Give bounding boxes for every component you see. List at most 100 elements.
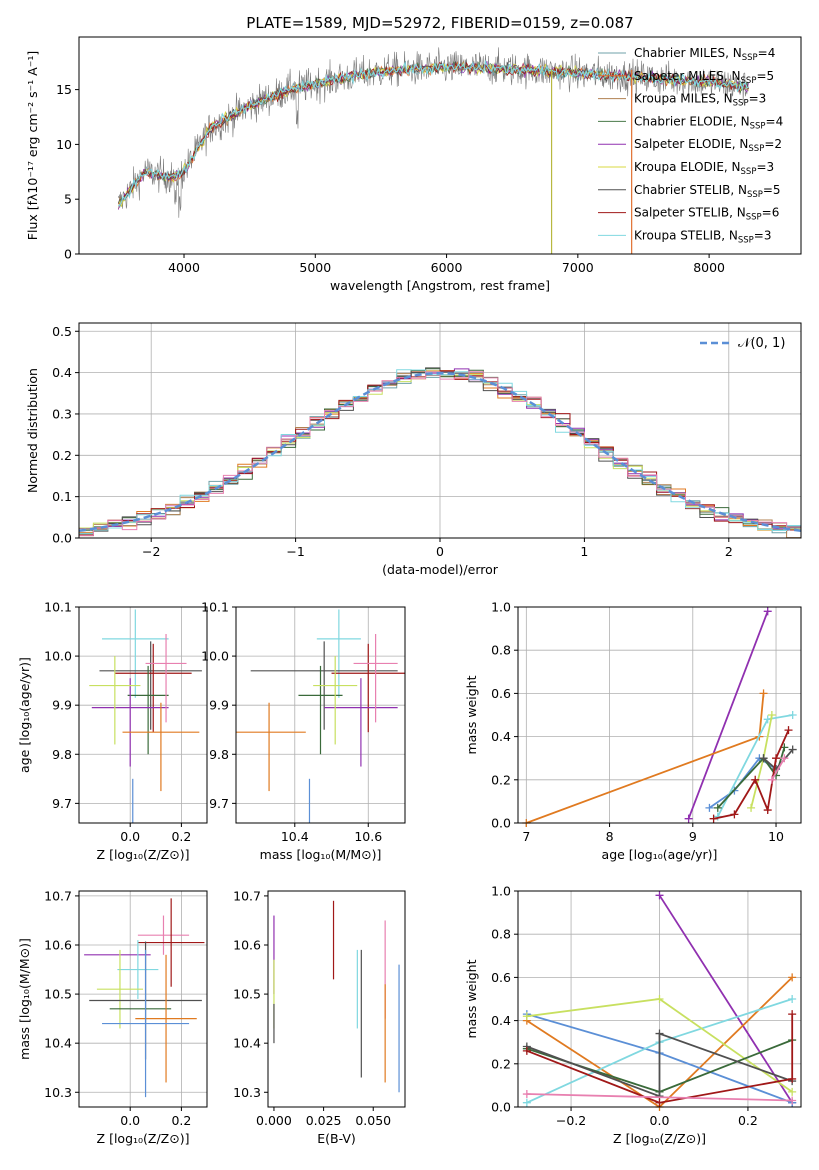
plus-marker <box>713 803 722 812</box>
x-tick-label: 0.0 <box>120 1113 140 1128</box>
axes-frame <box>267 890 406 1108</box>
y-tick-label: 0.2 <box>491 1056 511 1071</box>
plus-marker <box>763 806 772 815</box>
y-tick-label: 15 <box>56 82 72 97</box>
points-group <box>236 609 405 823</box>
y-tick-label: 0.1 <box>52 489 72 504</box>
legend-entry: Kroupa STELIB, NSSP=3 <box>634 228 772 245</box>
plus-marker <box>759 754 768 763</box>
y-tick-label: 10.1 <box>201 600 229 615</box>
axes-frame <box>517 606 802 824</box>
plus-marker <box>767 711 776 719</box>
legend-entry: 𝒩(0, 1) <box>738 336 785 351</box>
plus-marker <box>780 754 789 763</box>
model-line <box>118 60 749 204</box>
weight-series-line <box>713 729 790 820</box>
legend-entry: Salpeter ELODIE, NSSP=2 <box>634 137 782 154</box>
y-tick-label: 0.4 <box>491 729 511 744</box>
weight-series-line <box>525 693 765 824</box>
x-axis-label: (data-model)/error <box>382 562 499 577</box>
panel-age_vs_Z: 0.0 0.2 9.7 9.8 9.9 10.0 10.1 Z [log₁₀(Z/Z⊙)] ag… <box>17 600 208 862</box>
plus-marker <box>522 1012 531 1021</box>
plus-marker <box>788 745 797 754</box>
y-axis-label: mass [log₁₀(M/M⊙)] <box>17 938 32 1060</box>
normal-curve <box>78 371 802 533</box>
y-tick-label: 10.3 <box>44 1085 72 1100</box>
x-tick-label: 0.0 <box>120 829 140 844</box>
x-tick-label: 9 <box>689 829 697 844</box>
plus-marker <box>655 1098 664 1107</box>
y-tick-label: 10.7 <box>44 888 72 903</box>
plus-marker <box>705 803 714 812</box>
y-tick-label: 10.5 <box>233 987 261 1002</box>
panel-mass_vs_ebv: 0.000 0.025 0.050 10.3 10.4 10.5 10.6 10.7 E(B-V… <box>233 888 406 1146</box>
y-tick-label: 9.9 <box>52 698 72 713</box>
legend-entry: Chabrier MILES, NSSP=4 <box>634 46 775 63</box>
plus-marker <box>788 995 797 1003</box>
x-tick-label: 0.050 <box>355 1113 391 1128</box>
plus-marker <box>763 607 772 616</box>
axes-frame <box>235 606 406 824</box>
panel-spectrum: 4000 5000 6000 7000 8000 0 5 10 15 wavelength [An… <box>25 36 802 293</box>
x-tick-label: 4000 <box>168 260 200 275</box>
x-tick-label: −0.2 <box>556 1113 586 1128</box>
panel-weight_vs_age: 7 8 9 10 0.0 0.2 0.4 0.6 0.8 1.0 age [log₁₀(age/yr… <box>464 600 802 862</box>
y-tick-label: 9.9 <box>209 698 229 713</box>
x-tick-label: 7 <box>522 829 530 844</box>
x-tick-label: 0.025 <box>306 1113 342 1128</box>
weight-series-line <box>526 1014 794 1104</box>
plus-marker <box>772 754 781 763</box>
y-tick-label: 0.8 <box>491 927 511 942</box>
y-tick-label: 10.6 <box>233 938 261 953</box>
panel-mass_vs_Z: 0.0 0.2 10.3 10.4 10.5 10.6 10.7 Z [log₁₀(Z/Z⊙)… <box>17 888 208 1146</box>
weight-series-line <box>717 747 786 809</box>
y-tick-label: 0.8 <box>491 643 511 658</box>
y-tick-label: 10.3 <box>233 1085 261 1100</box>
axes-frame <box>78 606 208 824</box>
plus-marker <box>759 689 768 698</box>
weight-series-line <box>526 1032 793 1098</box>
y-tick-label: 0.0 <box>491 1100 511 1115</box>
y-tick-label: 10.5 <box>44 987 72 1002</box>
plus-marker <box>751 775 760 784</box>
x-tick-label: 0.2 <box>171 1113 191 1128</box>
panel-age_vs_mass: 10.4 10.6 9.7 9.8 9.9 10.0 10.1 mass [log₁₀(M/M… <box>201 600 406 862</box>
y-tick-label: 9.8 <box>52 747 72 762</box>
plus-marker <box>522 1090 531 1099</box>
plus-marker <box>784 726 793 735</box>
y-tick-label: 10.4 <box>44 1036 72 1051</box>
x-axis-label: age [log₁₀(age/yr)] <box>602 847 718 862</box>
x-tick-label: 6000 <box>431 260 463 275</box>
x-tick-label: 8000 <box>693 260 725 275</box>
panel-weight_vs_Z: −0.2 0.0 0.2 0.0 0.2 0.4 0.6 0.8 1.0 Z [log₁₀(Z/Z… <box>464 884 802 1146</box>
y-tick-label: 0.4 <box>491 1013 511 1028</box>
model-line <box>117 59 749 207</box>
plus-marker <box>788 1010 797 1019</box>
x-axis-label: mass [log₁₀(M/M⊙)] <box>260 847 382 862</box>
plus-marker <box>655 891 664 900</box>
x-tick-label: 8 <box>606 829 614 844</box>
x-tick-label: 10.6 <box>354 829 382 844</box>
weight-series-line <box>687 610 769 820</box>
y-tick-label: 10.0 <box>44 649 72 664</box>
y-tick-label: 0.0 <box>52 531 72 546</box>
plus-marker <box>788 711 797 719</box>
plus-marker <box>655 995 664 1003</box>
plus-marker <box>747 803 756 812</box>
y-tick-label: 10.6 <box>44 938 72 953</box>
y-tick-label: 9.7 <box>52 796 72 811</box>
y-tick-label: 10.0 <box>201 649 229 664</box>
x-tick-label: 2 <box>725 544 733 559</box>
x-axis-label: Z [log₁₀(Z/Z⊙)] <box>613 1131 706 1146</box>
y-tick-label: 0.2 <box>52 448 72 463</box>
plus-marker <box>684 814 693 823</box>
plus-marker <box>522 1046 531 1055</box>
x-tick-label: 1 <box>580 544 588 559</box>
axes-frame <box>78 890 208 1108</box>
points-group <box>273 900 400 1093</box>
plus-marker <box>788 1074 797 1083</box>
x-axis-label: Z [log₁₀(Z/Z⊙)] <box>97 1131 190 1146</box>
legend-entry: Kroupa MILES, NSSP=3 <box>634 92 766 109</box>
points-group <box>84 898 205 1098</box>
